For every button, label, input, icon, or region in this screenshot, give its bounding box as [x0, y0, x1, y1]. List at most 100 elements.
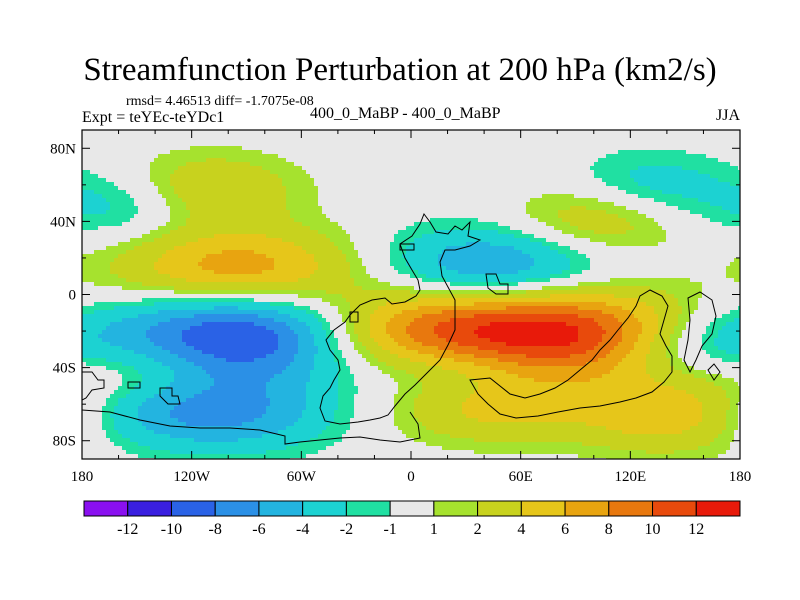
field-cell — [406, 138, 411, 143]
field-cell — [382, 134, 387, 139]
field-cell — [706, 230, 711, 235]
field-cell — [94, 250, 99, 255]
field-cell — [554, 174, 559, 179]
field-cell — [642, 182, 647, 187]
field-cell — [278, 130, 283, 135]
field-cell — [382, 166, 387, 171]
field-cell — [250, 234, 255, 239]
field-cell — [562, 198, 567, 203]
field-cell — [726, 178, 731, 183]
field-cell — [694, 202, 699, 207]
field-cell — [414, 246, 419, 251]
field-cell — [82, 170, 87, 175]
field-cell — [254, 214, 259, 219]
field-cell — [502, 194, 507, 199]
field-cell — [726, 150, 731, 155]
field-cell — [234, 186, 239, 191]
field-cell — [294, 162, 299, 167]
field-cell — [218, 130, 223, 135]
field-cell — [702, 146, 707, 151]
field-cell — [494, 234, 499, 239]
field-cell — [326, 246, 331, 251]
field-cell — [462, 130, 467, 135]
field-cell — [82, 194, 87, 199]
field-cell — [290, 154, 295, 159]
field-cell — [718, 242, 723, 247]
field-cell — [614, 170, 619, 175]
field-cell — [390, 194, 395, 199]
field-cell — [426, 226, 431, 231]
field-cell — [170, 190, 175, 195]
field-cell — [378, 234, 383, 239]
field-cell — [322, 146, 327, 151]
field-cell — [202, 206, 207, 211]
field-cell — [514, 154, 519, 159]
field-cell — [446, 234, 451, 239]
field-cell — [222, 178, 227, 183]
field-cell — [202, 154, 207, 159]
field-cell — [514, 174, 519, 179]
field-cell — [710, 134, 715, 139]
field-cell — [402, 170, 407, 175]
field-cell — [466, 138, 471, 143]
field-cell — [150, 178, 155, 183]
field-cell — [222, 242, 227, 247]
field-cell — [358, 162, 363, 167]
field-cell — [326, 234, 331, 239]
field-cell — [358, 158, 363, 163]
field-cell — [510, 182, 515, 187]
field-cell — [710, 162, 715, 167]
field-cell — [298, 234, 303, 239]
field-cell — [130, 134, 135, 139]
field-cell — [566, 174, 571, 179]
field-cell — [250, 158, 255, 163]
field-cell — [346, 190, 351, 195]
field-cell — [506, 162, 511, 167]
field-cell — [450, 206, 455, 211]
field-cell — [482, 178, 487, 183]
field-cell — [398, 186, 403, 191]
field-cell — [710, 174, 715, 179]
field-cell — [250, 202, 255, 207]
field-cell — [638, 138, 643, 143]
field-cell — [478, 214, 483, 219]
field-cell — [734, 142, 739, 147]
field-cell — [206, 234, 211, 239]
field-cell — [566, 138, 571, 143]
field-cell — [338, 198, 343, 203]
field-cell — [738, 222, 740, 227]
field-cell — [722, 138, 727, 143]
field-cell — [622, 198, 627, 203]
field-cell — [566, 130, 571, 135]
field-cell — [698, 166, 703, 171]
field-cell — [202, 162, 207, 167]
field-cell — [362, 138, 367, 143]
field-cell — [630, 234, 635, 239]
field-cell — [342, 246, 347, 251]
field-cell — [622, 178, 627, 183]
field-cell — [538, 146, 543, 151]
field-cell — [254, 170, 259, 175]
field-cell — [222, 190, 227, 195]
field-cell — [546, 178, 551, 183]
field-cell — [562, 222, 567, 227]
field-cell — [330, 178, 335, 183]
field-cell — [502, 154, 507, 159]
field-cell — [506, 214, 511, 219]
field-cell — [322, 218, 327, 223]
field-cell — [254, 150, 259, 155]
field-cell — [574, 130, 579, 135]
field-cell — [94, 210, 99, 215]
field-cell — [142, 198, 147, 203]
field-cell — [430, 134, 435, 139]
field-cell — [402, 230, 407, 235]
field-cell — [614, 190, 619, 195]
field-cell — [354, 242, 359, 247]
field-cell — [282, 162, 287, 167]
field-cell — [706, 174, 711, 179]
field-cell — [218, 234, 223, 239]
field-cell — [182, 250, 187, 255]
field-cell — [674, 162, 679, 167]
field-cell — [422, 146, 427, 151]
field-cell — [166, 154, 171, 159]
